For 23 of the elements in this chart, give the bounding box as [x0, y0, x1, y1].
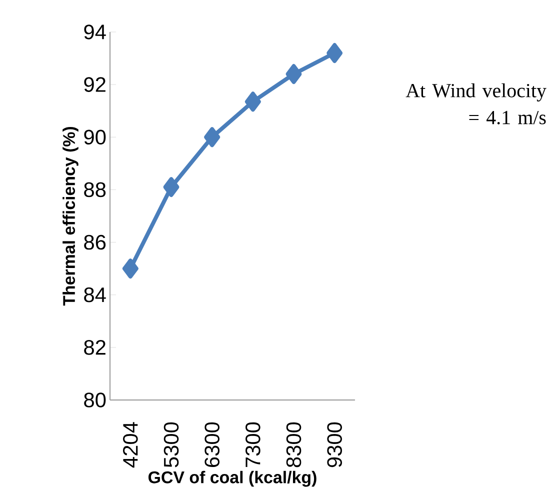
- point: [286, 64, 302, 84]
- point: [244, 92, 261, 112]
- y-axis-title: Thermal efficiency (%): [62, 126, 78, 306]
- x-tick-label: 5300: [164, 422, 179, 468]
- x-axis-title: GCV of coal (kcal/kg): [148, 470, 316, 487]
- x-tick-label: 4204: [123, 422, 138, 468]
- y-tick-label: 94: [84, 24, 106, 40]
- text: At Wind velocity = 4.1 m/s: [406, 83, 546, 124]
- x-tick-label: 6300: [204, 422, 220, 467]
- y-tick-label: 86: [84, 234, 106, 250]
- point: [326, 43, 343, 64]
- x-tick-label: 9300: [327, 422, 342, 468]
- point: [163, 177, 180, 198]
- x-tick-label: 8300: [286, 422, 302, 468]
- y-tick-label: 84: [84, 287, 106, 302]
- x-tick-label: 7300: [246, 422, 260, 467]
- y-tick-label: 92: [84, 77, 106, 92]
- y-tick-label: 82: [84, 340, 106, 355]
- point: [204, 127, 220, 148]
- point: [122, 258, 138, 279]
- y-tick-label: 88: [84, 182, 106, 198]
- y-tick-label: 80: [84, 392, 106, 408]
- y-tick-label: 90: [84, 130, 106, 145]
